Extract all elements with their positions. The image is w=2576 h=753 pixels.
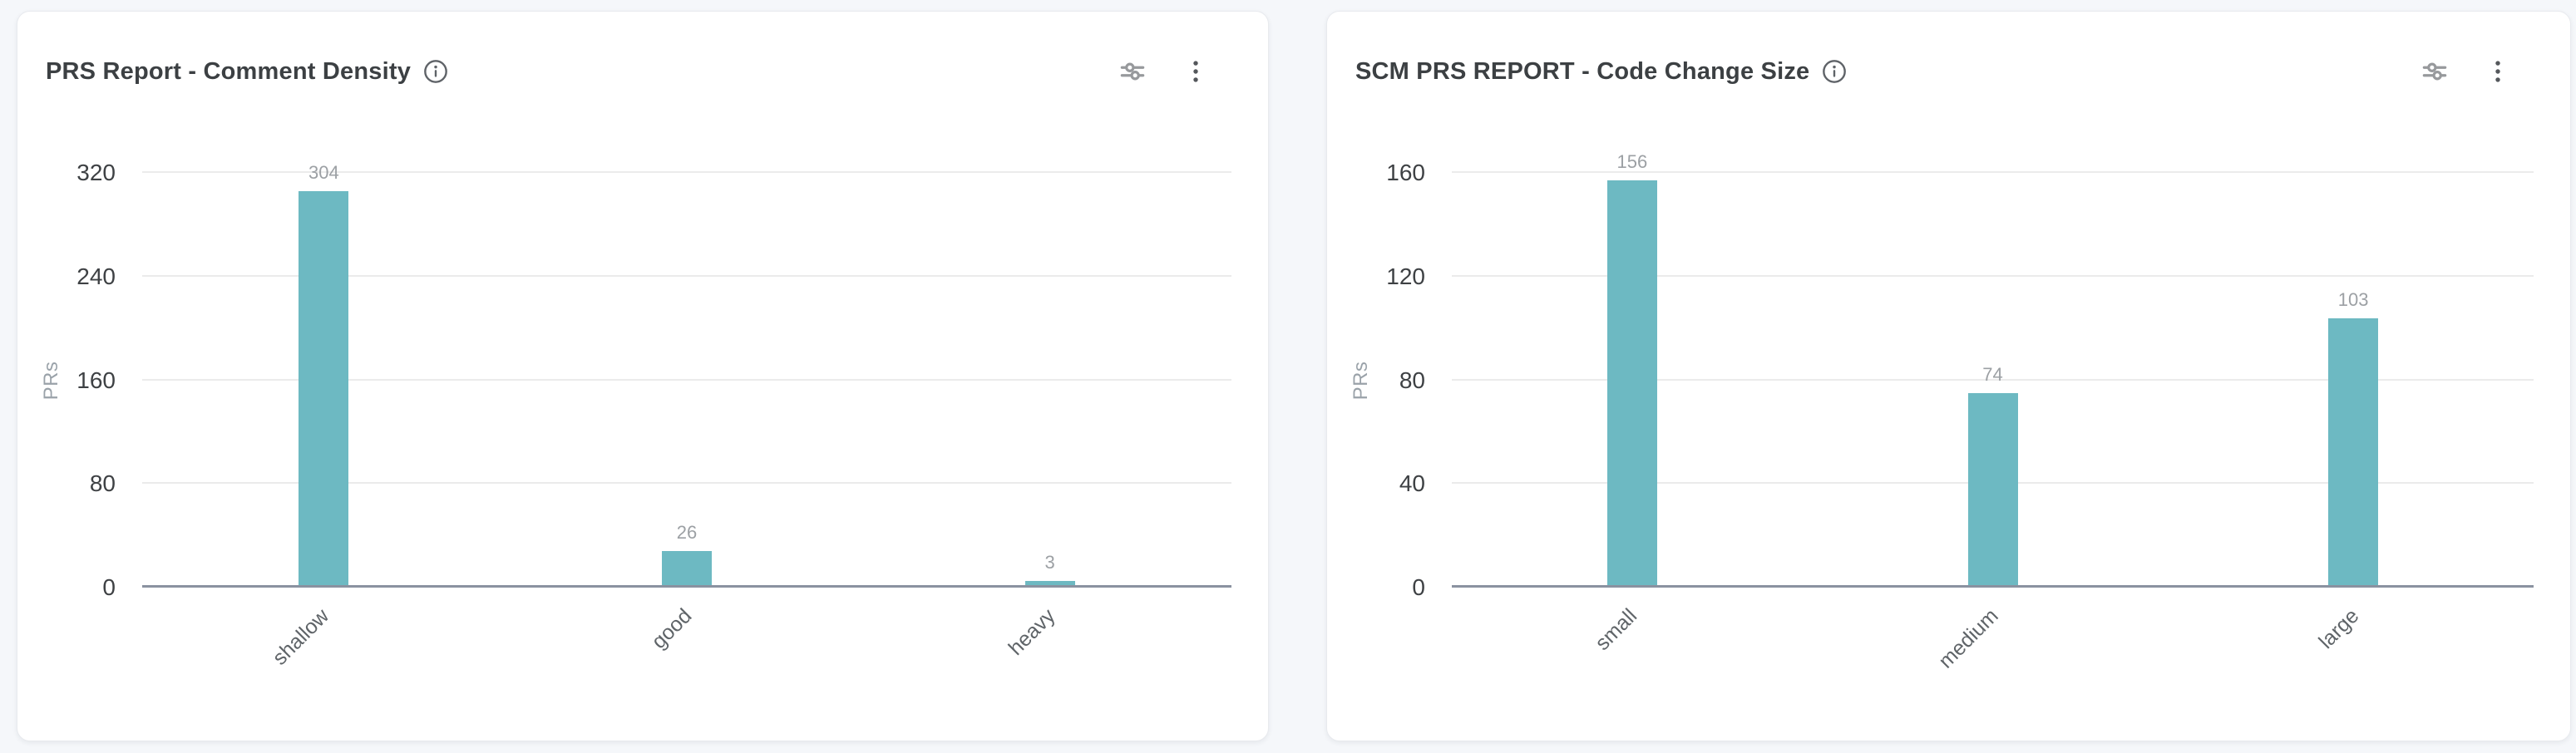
card-actions [1117, 56, 1210, 87]
y-axis-tick: 320 [76, 160, 116, 185]
x-axis-label-small: small [1591, 604, 1642, 656]
gridline [1452, 274, 2534, 277]
bar-value-label: 74 [1982, 364, 2003, 386]
x-axis-label-good: good [647, 604, 697, 654]
gridline [142, 378, 1231, 381]
plot-area: 0 80 160 240 320 304 shallow 26 good 3 heavy [76, 160, 1231, 670]
bar-good [662, 551, 712, 585]
gridline [142, 171, 1231, 173]
y-axis-tick: 0 [1412, 574, 1425, 600]
info-icon[interactable] [422, 58, 449, 85]
x-axis-label-medium: medium [1933, 604, 2003, 673]
y-axis-title: PRs [40, 361, 62, 401]
bar-heavy [1024, 581, 1075, 585]
plot-area: 0 40 80 120 160 156 small 74 medium 103 large [1386, 151, 2534, 673]
card-title: PRS Report - Comment Density [46, 57, 412, 85]
y-axis-tick: 40 [1399, 470, 1425, 497]
card-header: PRS Report - Comment Density [46, 53, 1210, 90]
bar-small [1606, 180, 1657, 585]
bar-shallow [299, 190, 349, 585]
y-axis-tick: 0 [102, 574, 116, 600]
chart-card-code-change-size: SCM PRS REPORT - Code Change Size [1326, 11, 2571, 741]
kebab-menu-icon[interactable] [1182, 57, 1210, 86]
gridline [142, 482, 1231, 485]
bar-value-label: 103 [2337, 288, 2369, 310]
x-axis-label-large: large [2313, 604, 2363, 654]
y-axis-tick: 240 [76, 263, 116, 289]
card-actions [2419, 56, 2512, 87]
y-axis-tick: 160 [1386, 160, 1425, 185]
x-axis-line [1452, 585, 2534, 588]
bar-value-label: 26 [676, 522, 698, 544]
chart-card-comment-density: PRS Report - Comment Density [17, 11, 1269, 741]
x-axis-label-shallow: shallow [268, 604, 334, 670]
x-axis-label-heavy: heavy [1004, 604, 1060, 660]
bar-chart: PRs 0 80 160 240 320 304 shallow 26 good 3 heavy [17, 12, 1268, 741]
kebab-menu-icon[interactable] [2484, 57, 2512, 86]
gridline [1452, 378, 2534, 381]
gridline [1452, 171, 2534, 173]
bar-medium [1967, 393, 2018, 585]
info-icon[interactable] [1821, 58, 1848, 85]
bar-value-label: 304 [308, 161, 339, 183]
bar-large [2328, 317, 2379, 585]
y-axis-tick: 160 [76, 367, 116, 393]
bar-value-label: 156 [1616, 151, 1648, 173]
y-axis-tick: 80 [1399, 367, 1425, 393]
y-axis-tick: 120 [1386, 263, 1425, 289]
bar-value-label: 3 [1044, 552, 1055, 573]
bar-chart: PRs 0 40 80 120 160 156 small 74 medium 103 large [1327, 12, 2570, 741]
gridline [142, 274, 1231, 277]
card-title: SCM PRS REPORT - Code Change Size [1355, 57, 1810, 85]
y-axis-tick: 80 [89, 470, 116, 497]
chart-settings-icon[interactable] [2419, 56, 2450, 87]
card-header: SCM PRS REPORT - Code Change Size [1355, 53, 2512, 90]
x-axis-line [142, 585, 1231, 588]
y-axis-title: PRs [1350, 361, 1372, 401]
chart-settings-icon[interactable] [1117, 56, 1148, 87]
